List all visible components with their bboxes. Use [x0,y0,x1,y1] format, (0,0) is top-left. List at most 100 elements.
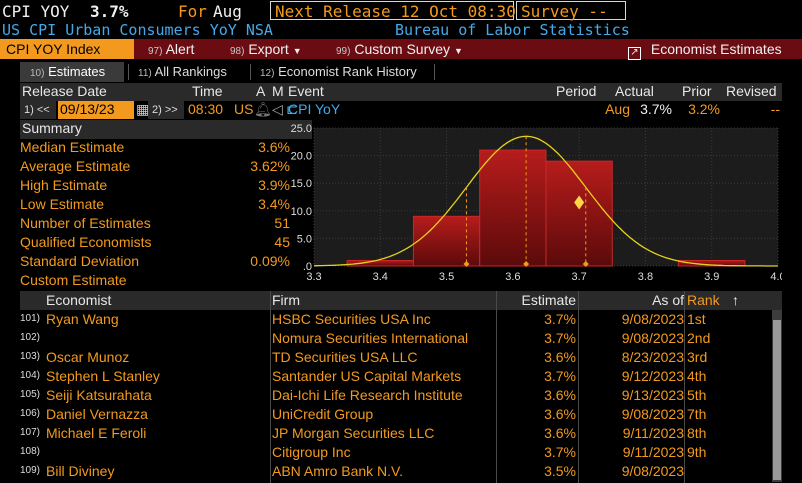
column-divider [684,291,685,483]
economist-row[interactable]: 107) Michael E Feroli JP Morgan Securities… [20,424,770,443]
table-scrollbar[interactable] [772,310,782,482]
release-date-header[interactable]: Release Date [22,83,107,99]
summary-title: Summary [20,120,312,139]
economist-name[interactable]: Daniel Vernazza [46,406,148,422]
release-row: 1) << 09/13/23 ▦ 2) >> 08:30 US 🔔︎ ◁ ⊏ C… [20,101,782,119]
row-number: 104) [20,370,41,381]
firm-name[interactable]: Santander US Capital Markets [272,368,462,384]
column-divider [270,291,271,483]
economist-header[interactable]: Economist [46,292,112,308]
rank-header[interactable]: Rank [687,292,720,308]
alarm-bell-icon[interactable]: 🔔︎ [254,101,272,117]
for-period: Aug [213,2,242,21]
summary-value: 3.4% [258,196,290,212]
tab-divider [434,64,435,80]
economist-name[interactable]: Bill Diviney [46,463,115,479]
economist-row[interactable]: 101) Ryan Wang HSBC Securities USA Inc 3.7%… [20,310,770,329]
scrollbar-thumb[interactable] [773,320,781,480]
ticker-label[interactable]: CPI YOY [2,2,70,21]
revised-value: -- [770,101,780,117]
custom-survey-menu[interactable]: 99) Custom Survey ▼ [336,39,463,59]
firm-name[interactable]: HSBC Securities USA Inc [272,311,431,327]
m-header[interactable]: M [272,83,284,99]
firm-header[interactable]: Firm [272,292,300,308]
summary-value: 51 [274,215,290,231]
row-number: 109) [20,465,41,476]
period-header[interactable]: Period [556,83,597,99]
survey-box[interactable]: Survey -- [516,1,626,21]
economist-row[interactable]: 105) Seiji Katsurahata Dai-Ichi Life Resea… [20,386,770,405]
summary-row: Median Estimate 3.6% [20,139,290,158]
economist-estimates-link[interactable]: ↗ Economist Estimates [628,39,782,60]
firm-name[interactable]: Citigroup Inc [272,444,351,460]
y-tick-label: 10.0 [291,206,312,218]
tab-economist-rank-history[interactable]: 12) Economist Rank History [250,62,427,82]
estimate-value: 3.6% [544,387,576,403]
tab-divider [250,64,251,80]
asof-date: 9/08/2023 [621,406,684,422]
summary-row: Custom Estimate [20,272,290,291]
summary-row: Qualified Economists 45 [20,234,290,253]
firm-name[interactable]: UniCredit Group [272,406,374,422]
summary-row: Number of Estimates 51 [20,215,290,234]
economist-name[interactable]: Stephen L Stanley [46,368,160,384]
summary-value: 3.62% [250,158,290,174]
actual-header[interactable]: Actual [615,83,654,99]
index-ticker-label[interactable]: CPI YOY Index [0,39,134,59]
summary-value: 3.9% [258,177,290,193]
economist-name[interactable]: Ryan Wang [46,311,119,327]
revised-header[interactable]: Revised [726,83,777,99]
firm-name[interactable]: JP Morgan Securities LLC [272,425,435,441]
firm-name[interactable]: ABN Amro Bank N.V. [272,463,403,479]
summary-label: Low Estimate [20,196,105,212]
asof-header[interactable]: As of [652,292,684,308]
x-tick-label: 3.7 [571,271,586,283]
firm-name[interactable]: TD Securities USA LLC [272,349,418,365]
calendar-icon[interactable]: ▦ [136,101,150,117]
firm-name[interactable]: Nomura Securities International [272,330,469,346]
summary-label: Average Estimate [20,158,131,174]
data-source: Bureau of Labor Statistics [395,21,630,39]
for-label: For [178,2,207,21]
a-header[interactable]: A [256,83,266,99]
tab-estimates[interactable]: 10) Estimates [20,62,124,82]
time-header[interactable]: Time [192,83,223,99]
economist-row[interactable]: 104) Stephen L Stanley Santander US Capita… [20,367,770,386]
economist-row[interactable]: 108) Citigroup Inc 3.7% 9/11/2023 9th [20,443,770,462]
x-tick-label: 3.6 [505,271,520,283]
tab-all-rankings[interactable]: 11) All Rankings [128,62,237,82]
export-menu[interactable]: 98) Export ▼ [230,39,302,59]
external-link-icon: ↗ [628,47,641,60]
economist-row[interactable]: 102) Nomura Securities International 3.7% 9… [20,329,770,348]
economist-name[interactable]: Oscar Munoz [46,349,130,365]
firm-name[interactable]: Dai-Ichi Life Research Institute [272,387,463,403]
economist-name[interactable]: Seiji Katsurahata [46,387,152,403]
economist-row[interactable]: 106) Daniel Vernazza UniCredit Group 3.6% 9/… [20,405,770,424]
next-release-button[interactable]: 2) >> [148,101,184,119]
tab-bar: 10) Estimates 11) All Rankings 12) Econo… [0,62,802,82]
x-tick-label: 3.5 [439,271,454,283]
economist-row[interactable]: 103) Oscar Munoz TD Securities USA LLC 3.6%… [20,348,770,367]
estimate-header[interactable]: Estimate [521,292,576,308]
export-label: Export [248,41,289,57]
prior-header[interactable]: Prior [682,83,712,99]
alert-menu[interactable]: 97) Alert [148,39,194,59]
actual-value: 3.7% [640,101,672,117]
economist-name[interactable]: Michael E Feroli [46,425,147,441]
y-tick-label: 15.0 [291,178,312,190]
release-date-field[interactable]: 09/13/23 [58,101,134,119]
previous-release-button[interactable]: 1) << [20,101,56,119]
release-country: US [234,101,254,117]
event-name[interactable]: CPI YoY [288,101,341,117]
next-release-box[interactable]: Next Release 12 Oct 08:30 [270,1,516,21]
event-header[interactable]: Event [288,83,324,99]
rank-value: 7th [687,406,707,422]
economist-row[interactable]: 109) Bill Diviney ABN Amro Bank N.V. 3.5% 9/… [20,462,770,481]
rank-value: 3rd [687,349,708,365]
sort-ascending-icon[interactable]: ↑ [732,292,739,308]
tab-label: All Rankings [154,64,227,79]
asof-date: 8/23/2023 [621,349,684,365]
speaker-icon[interactable]: ◁ [272,101,283,117]
summary-value: 45 [274,234,290,250]
rank-value: 9th [687,444,707,460]
